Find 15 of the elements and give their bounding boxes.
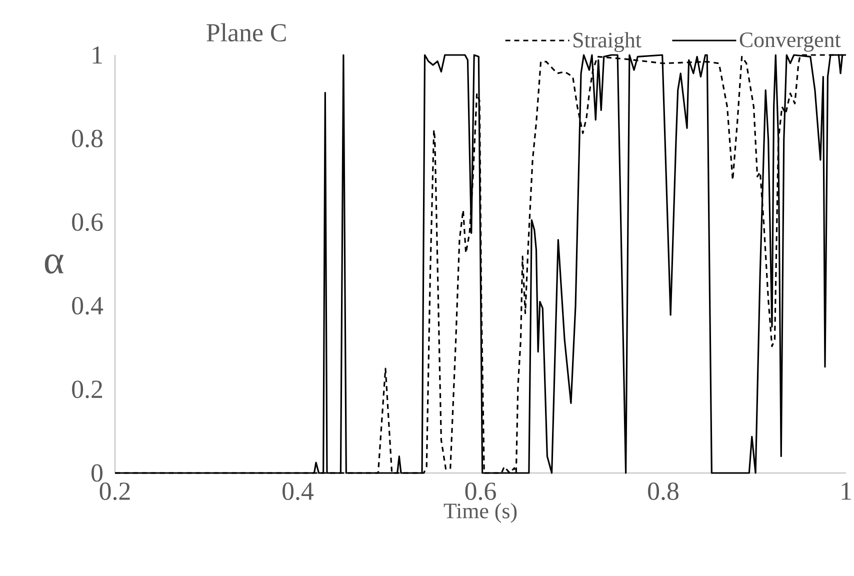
y-tick-label: 0.2: [72, 380, 102, 398]
x-tick-label: 0.8: [648, 482, 678, 500]
legend-label: Convergent: [740, 32, 841, 52]
y-tick-label: 0.4: [72, 296, 104, 315]
x-tick-label: 0.4: [282, 482, 314, 500]
legend-label: Straight: [574, 32, 642, 52]
y-tick-label: 0: [92, 464, 102, 482]
x-axis-title: Time (s): [444, 502, 517, 523]
x-tick-label: 0.6: [465, 482, 496, 500]
y-tick-label: 0.6: [72, 213, 103, 231]
y-tick-label: 0.8: [72, 130, 102, 148]
y-tick-label: 1: [92, 46, 102, 64]
y-axis-title: α: [44, 254, 64, 274]
x-tick-label: 1: [842, 482, 851, 500]
chart-title: Plane C: [206, 23, 286, 42]
